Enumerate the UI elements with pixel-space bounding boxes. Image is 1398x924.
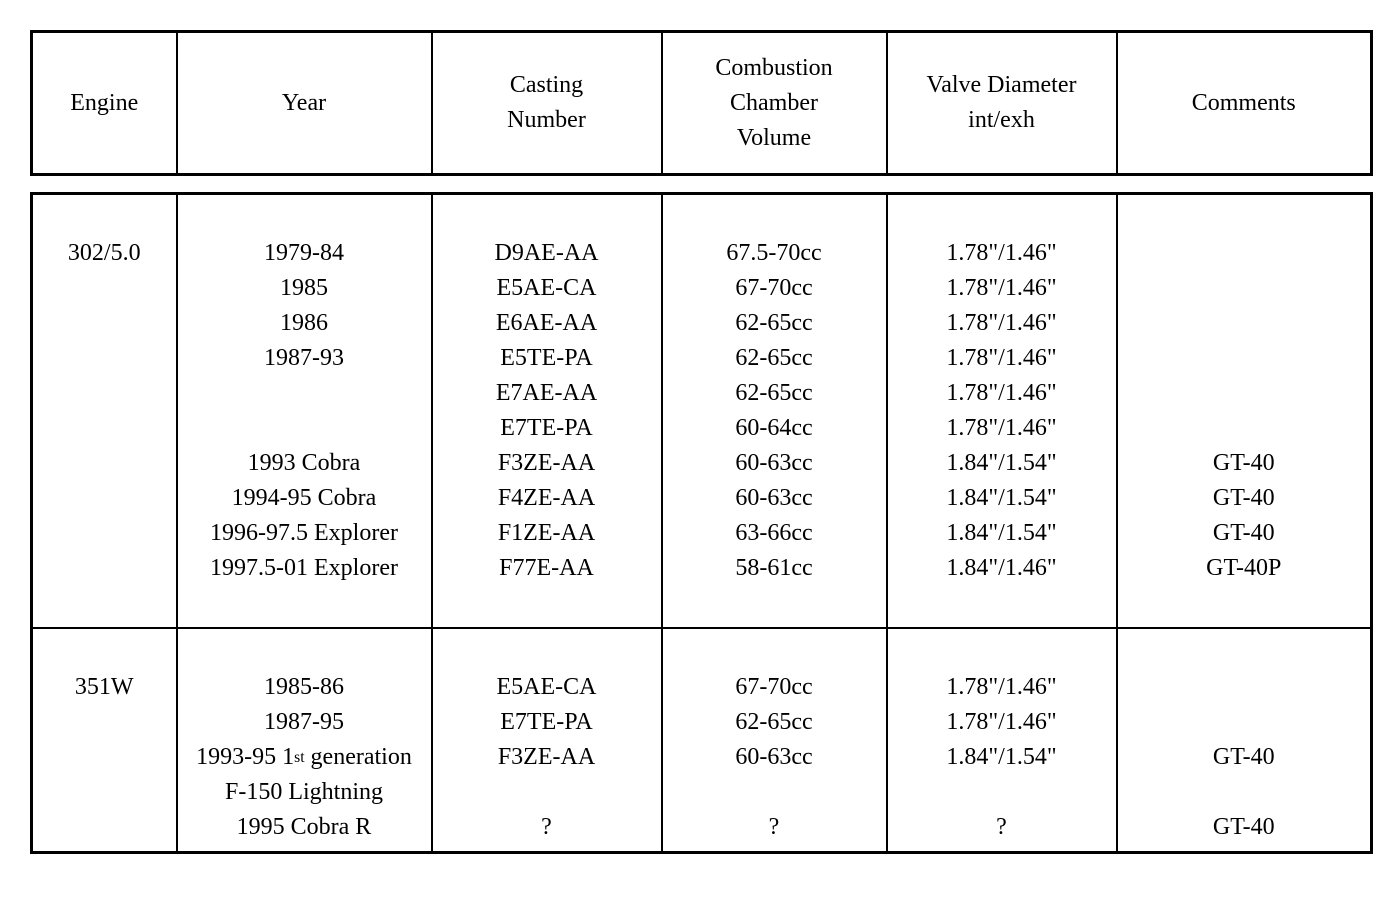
comments-value: GT-40P xyxy=(1206,551,1281,586)
valve-value: 1.78"/1.46" xyxy=(946,411,1056,446)
valve-value: 1.78"/1.46" xyxy=(946,236,1056,271)
col-header-engine: Engine xyxy=(32,32,177,175)
casting-value: D9AE-AA xyxy=(495,236,599,271)
cell-year: 1979-84198519861987-93 1993 Cobra1994-95 … xyxy=(177,194,432,629)
valve-value: ? xyxy=(996,810,1007,845)
year-value: 1987-93 xyxy=(264,341,344,376)
chamber-value: 67.5-70cc xyxy=(726,236,821,271)
casting-value: E6AE-AA xyxy=(496,306,597,341)
comments-value: GT-40 xyxy=(1213,810,1275,845)
casting-value: E5TE-PA xyxy=(500,341,592,376)
year-value: 1995 Cobra R xyxy=(237,810,372,845)
chamber-value: 58-61cc xyxy=(735,551,812,586)
engine-label: 302/5.0 xyxy=(68,236,141,271)
valve-value: 1.84"/1.54" xyxy=(946,481,1056,516)
cell-engine: 351W xyxy=(32,628,177,853)
casting-value: F4ZE-AA xyxy=(498,481,595,516)
chamber-value: 60-63cc xyxy=(735,446,812,481)
year-value: 1993 Cobra xyxy=(248,446,361,481)
valve-value: 1.84"/1.54" xyxy=(946,740,1056,775)
valve-value: 1.84"/1.54" xyxy=(946,516,1056,551)
year-value: 1997.5-01 Explorer xyxy=(210,551,398,586)
casting-value: F1ZE-AA xyxy=(498,516,595,551)
cell-valve: 1.78"/1.46"1.78"/1.46"1.78"/1.46"1.78"/1… xyxy=(887,194,1117,629)
valve-value: 1.84"/1.46" xyxy=(946,551,1056,586)
cell-engine: 302/5.0 xyxy=(32,194,177,629)
valve-value: 1.78"/1.46" xyxy=(946,306,1056,341)
comments-value: GT-40 xyxy=(1213,481,1275,516)
casting-value: E7TE-PA xyxy=(500,705,592,740)
casting-value: F77E-AA xyxy=(499,551,594,586)
valve-value: 1.78"/1.46" xyxy=(946,341,1056,376)
col-header-chamber: CombustionChamberVolume xyxy=(662,32,887,175)
year-value: 1993-95 1st generation xyxy=(196,740,412,775)
casting-value: F3ZE-AA xyxy=(498,740,595,775)
valve-value: 1.78"/1.46" xyxy=(946,376,1056,411)
valve-value: 1.78"/1.46" xyxy=(946,705,1056,740)
header-row: Engine Year CastingNumber CombustionCham… xyxy=(32,32,1372,175)
year-value: 1985 xyxy=(280,271,328,306)
chamber-value: 67-70cc xyxy=(735,670,812,705)
cell-comments: GT-40GT-40GT-40GT-40P xyxy=(1117,194,1372,629)
year-value: 1979-84 xyxy=(264,236,344,271)
comments-value: GT-40 xyxy=(1213,740,1275,775)
casting-value: E7AE-AA xyxy=(496,376,597,411)
year-value: 1996-97.5 Explorer xyxy=(210,516,398,551)
engine-label: 351W xyxy=(75,670,134,705)
year-value: 1985-86 xyxy=(264,670,344,705)
col-header-casting: CastingNumber xyxy=(432,32,662,175)
chamber-value: 62-65cc xyxy=(735,306,812,341)
table-body: 302/5.01979-84198519861987-931993 Cobra1… xyxy=(30,192,1373,854)
valve-value: 1.78"/1.46" xyxy=(946,271,1056,306)
valve-value: 1.78"/1.46" xyxy=(946,670,1056,705)
table-header: Engine Year CastingNumber CombustionCham… xyxy=(30,30,1373,176)
cell-chamber: 67-70cc62-65cc60-63cc? xyxy=(662,628,887,853)
table-section: 351W 1985-861987-951993-95 1st generation… xyxy=(32,628,1372,853)
col-header-year: Year xyxy=(177,32,432,175)
comments-value: GT-40 xyxy=(1213,516,1275,551)
col-header-valve: Valve Diameterint/exh xyxy=(887,32,1117,175)
casting-value: ? xyxy=(541,810,552,845)
chamber-value: 60-63cc xyxy=(735,740,812,775)
year-value: 1987-95 xyxy=(264,705,344,740)
casting-value: E7TE-PA xyxy=(500,411,592,446)
valve-value: 1.84"/1.54" xyxy=(946,446,1056,481)
year-value: F-150 Lightning xyxy=(225,775,383,810)
chamber-value: 67-70cc xyxy=(735,271,812,306)
chamber-value: 60-64cc xyxy=(735,411,812,446)
chamber-value: 62-65cc xyxy=(735,705,812,740)
cell-comments: GT-40 GT-40 xyxy=(1117,628,1372,853)
cell-casting: E5AE-CAE7TE-PAF3ZE-AA? xyxy=(432,628,662,853)
casting-value: E5AE-CA xyxy=(497,271,597,306)
casting-value: F3ZE-AA xyxy=(498,446,595,481)
year-value: 1986 xyxy=(280,306,328,341)
casting-value: E5AE-CA xyxy=(497,670,597,705)
chamber-value: 62-65cc xyxy=(735,341,812,376)
header-body-gap xyxy=(30,176,1370,192)
chamber-value: 60-63cc xyxy=(735,481,812,516)
year-value: 1994-95 Cobra xyxy=(232,481,377,516)
cell-casting: D9AE-AAE5AE-CAE6AE-AAE5TE-PAE7AE-AAE7TE-… xyxy=(432,194,662,629)
comments-value: GT-40 xyxy=(1213,446,1275,481)
table-section: 302/5.01979-84198519861987-931993 Cobra1… xyxy=(32,194,1372,629)
chamber-value: ? xyxy=(769,810,780,845)
cell-year: 1985-861987-951993-95 1st generationF-15… xyxy=(177,628,432,853)
cell-valve: 1.78"/1.46"1.78"/1.46"1.84"/1.54"? xyxy=(887,628,1117,853)
col-header-comments: Comments xyxy=(1117,32,1372,175)
chamber-value: 62-65cc xyxy=(735,376,812,411)
chamber-value: 63-66cc xyxy=(735,516,812,551)
cell-chamber: 67.5-70cc67-70cc62-65cc62-65cc62-65cc60-… xyxy=(662,194,887,629)
engine-spec-table: Engine Year CastingNumber CombustionCham… xyxy=(30,30,1370,854)
